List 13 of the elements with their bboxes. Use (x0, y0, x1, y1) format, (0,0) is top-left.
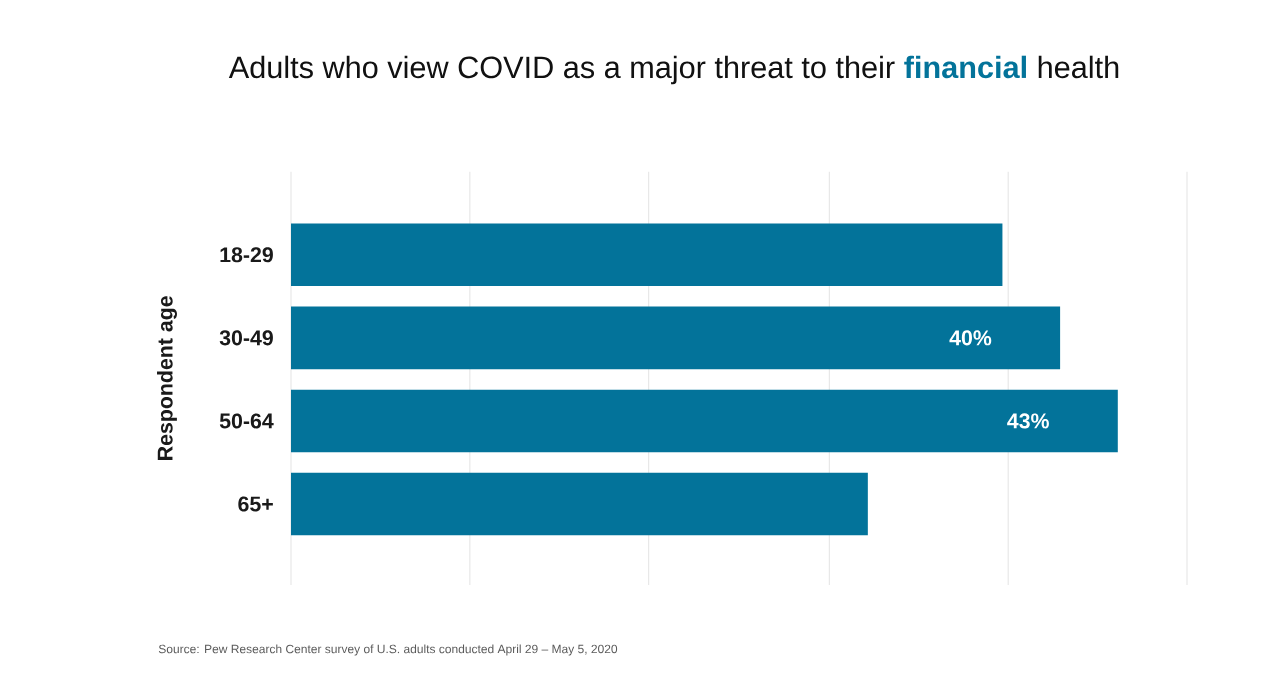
bar (291, 472, 868, 536)
y-tick-label: 18-29 (220, 247, 273, 263)
chart-title: Adults who view COVID as a major threat to their financial health (228, 55, 1119, 85)
y-tick-label: 30-49 (219, 330, 273, 346)
bar (291, 306, 1061, 370)
data-label: 40% (949, 330, 992, 346)
bar (291, 389, 1118, 453)
bar (291, 223, 1003, 287)
y-tick-label: 65+ (238, 496, 273, 512)
y-axis-title: Respondent age (157, 296, 177, 460)
y-tick-label: 50-64 (219, 413, 274, 429)
source-note: Source: Pew Research Center survey of U.S. adults conducted April 29 – May 5, 2020 (158, 644, 618, 656)
data-label: 43% (1007, 413, 1049, 429)
